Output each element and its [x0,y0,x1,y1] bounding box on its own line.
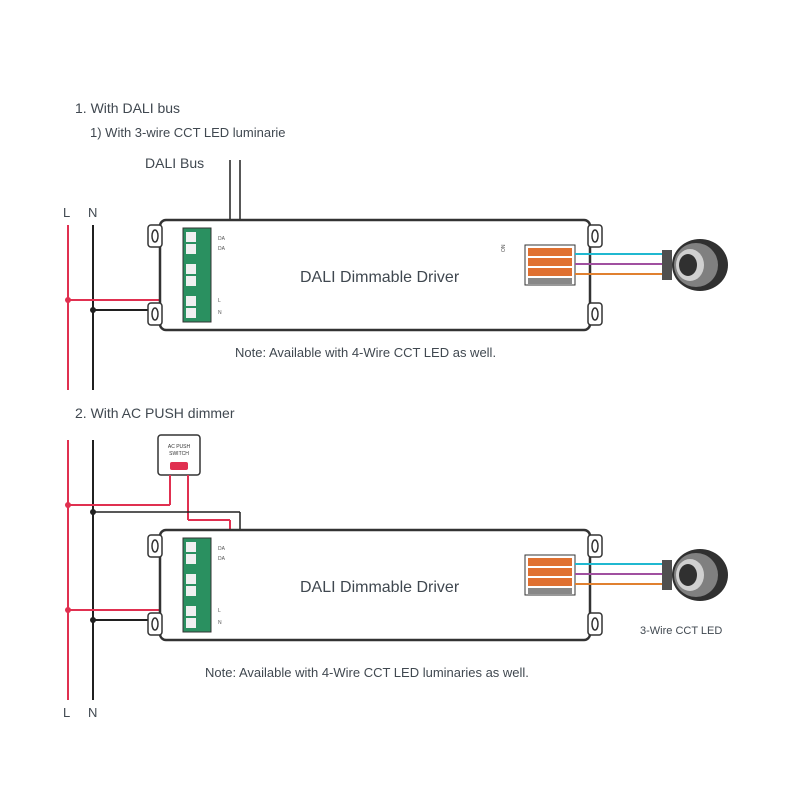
svg-text:N: N [218,310,222,316]
led-assembly-2 [662,549,728,601]
driver-2: DA DA L N DALI Dimmable Driver [148,530,602,640]
svg-text:DA: DA [218,246,226,252]
svg-text:L: L [218,608,221,614]
driver1-label: DALI Dimmable Driver [300,269,460,286]
wiring-diagram: DA DA L N DALI Dimmable Driver ON AC PUS… [0,0,800,800]
svg-text:DA: DA [218,546,226,552]
driver-1: DA DA L N DALI Dimmable Driver ON [148,220,602,330]
svg-text:AC PUSH: AC PUSH [168,444,191,450]
ac-push-switch: AC PUSH SWITCH [158,435,200,475]
led-assembly-1 [662,239,728,291]
svg-text:L: L [218,298,221,304]
svg-text:SWITCH: SWITCH [169,451,189,457]
svg-text:DA: DA [218,556,226,562]
svg-text:DA: DA [218,236,226,242]
svg-text:N: N [218,620,222,626]
driver2-label: DALI Dimmable Driver [300,579,460,596]
svg-text:ON: ON [501,244,507,252]
